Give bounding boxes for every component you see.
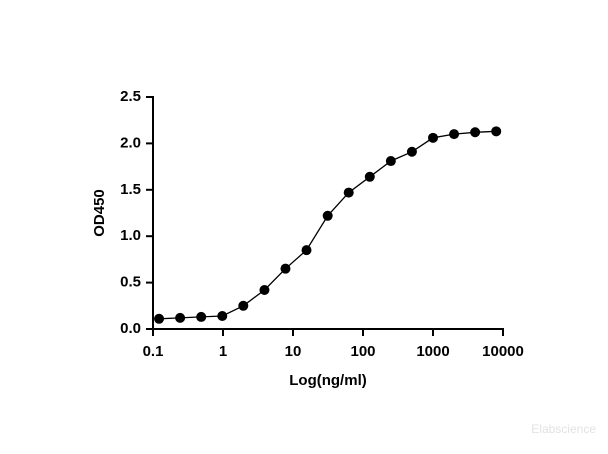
data-point (238, 300, 249, 311)
data-point (217, 311, 228, 322)
x-tick-label: 100 (350, 343, 375, 360)
watermark: Elabscience (531, 422, 596, 436)
data-point (259, 285, 270, 296)
data-point (364, 171, 375, 182)
x-tick-label: 1 (219, 343, 227, 360)
x-tick-label: 10000 (482, 343, 524, 360)
data-point (491, 126, 502, 137)
data-point (154, 313, 165, 324)
y-tick-label: 1.0 (120, 227, 141, 244)
y-tick-label: 0.0 (120, 320, 141, 337)
y-axis-title: OD450 (91, 189, 108, 237)
x-tick-label: 1000 (416, 343, 449, 360)
data-point (385, 156, 396, 167)
x-axis-title: Log(ng/ml) (289, 372, 366, 389)
x-tick-label: 0.1 (143, 343, 164, 360)
y-tick-label: 2.0 (120, 134, 141, 151)
data-point (406, 146, 417, 157)
y-tick-label: 0.5 (120, 274, 141, 291)
data-point (470, 127, 481, 138)
data-point (322, 210, 333, 221)
x-tick-label: 10 (285, 343, 302, 360)
y-tick-label: 1.5 (120, 181, 141, 198)
data-point (196, 311, 207, 322)
data-point (449, 129, 460, 140)
data-point (301, 245, 312, 256)
data-point (343, 187, 354, 198)
y-tick-label: 2.5 (120, 88, 141, 105)
data-point (280, 263, 291, 274)
curve (158, 130, 497, 320)
data-point (175, 312, 186, 323)
data-point (428, 132, 438, 143)
